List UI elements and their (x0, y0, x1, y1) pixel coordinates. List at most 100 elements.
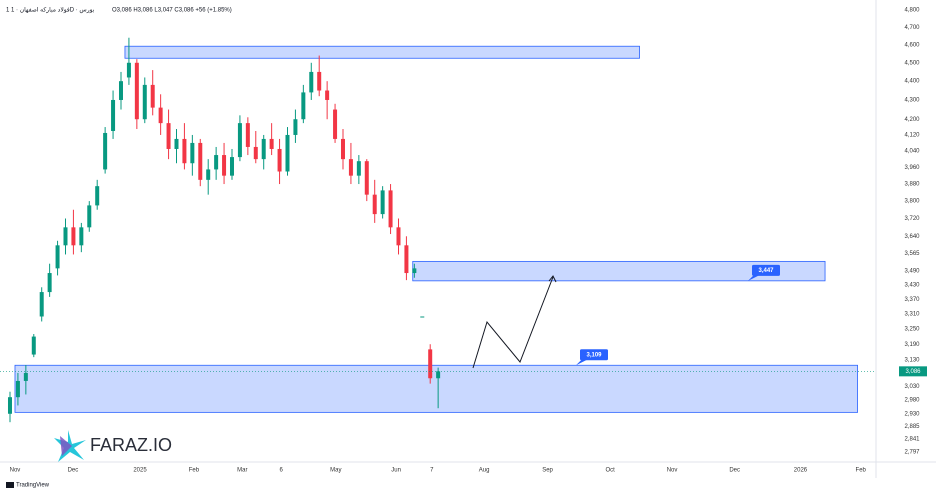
candle-body (285, 134, 290, 172)
projection-arrowhead (548, 275, 557, 283)
x-tick-label: Nov (10, 468, 21, 474)
zone-label: 3,447 (758, 268, 774, 274)
y-tick-label: 3,800 (904, 199, 920, 205)
y-tick-label: 3,430 (904, 282, 920, 288)
candle-body (229, 157, 234, 176)
y-tick-label: 4,600 (904, 42, 920, 48)
zone-label-box (580, 349, 608, 361)
y-tick-label: 4,120 (904, 133, 920, 139)
y-tick-label: 2,797 (904, 449, 920, 455)
y-tick-label: 4,400 (904, 79, 920, 85)
candle-body (63, 227, 68, 246)
candle-body (39, 292, 44, 317)
y-tick-label: 3,250 (904, 327, 920, 333)
candle-body (253, 146, 258, 160)
last-price-label: 3,086 (905, 369, 921, 375)
logo-icon (54, 430, 86, 462)
candle-body (348, 159, 353, 176)
y-tick-label: 3,490 (904, 268, 920, 274)
x-tick-label: Aug (479, 468, 490, 474)
candle-body (95, 186, 100, 206)
x-tick-label: 2026 (794, 468, 808, 474)
candle-body (380, 190, 385, 215)
candle-body (23, 372, 28, 381)
y-tick-label: 3,130 (904, 357, 920, 363)
candle-body (198, 142, 203, 180)
y-tick-label: 2,930 (904, 411, 920, 417)
candle-body (388, 190, 393, 228)
x-tick-label: Sep (542, 468, 553, 474)
candle-body (412, 268, 417, 274)
candle-body (158, 107, 163, 124)
footer: TradingView (16, 483, 50, 489)
candle-body (118, 81, 123, 100)
candle-body (166, 123, 171, 149)
candle-body (150, 84, 155, 108)
candle-body (206, 169, 211, 180)
zone (124, 45, 640, 59)
x-tick-label: Dec (729, 468, 740, 474)
candle-body (356, 161, 361, 176)
candle-body (396, 227, 401, 246)
candle-body (190, 142, 195, 164)
y-tick-label: 3,030 (904, 384, 920, 390)
candle-body (126, 62, 131, 78)
candle-body (301, 92, 306, 120)
zone-label-box (752, 264, 780, 276)
tv-icon (6, 482, 14, 488)
y-tick-label: 3,960 (904, 165, 920, 171)
x-tick-label: 2025 (133, 468, 147, 474)
candle-body (269, 138, 274, 149)
y-tick-label: 3,565 (904, 251, 920, 257)
candle-body (87, 205, 92, 228)
y-tick-label: 3,720 (904, 216, 920, 222)
axes: 4,800 4,700 4,600 4,500 4,400 4,300 4,200 4,120… (0, 8, 927, 474)
zone-label-pointer (748, 274, 760, 281)
candle-body (309, 71, 314, 93)
projection-path (472, 276, 554, 369)
zones: 3,447 3,109 (14, 45, 858, 413)
candle-body (7, 397, 12, 414)
y-tick-label: 2,841 (904, 437, 920, 443)
candle-body (214, 155, 219, 170)
x-tick-label: 6 (279, 468, 283, 474)
candle-body (340, 138, 345, 160)
y-tick-label: 4,700 (904, 25, 920, 31)
x-tick-label: May (330, 468, 341, 474)
candle-body (222, 155, 227, 176)
candle-body (182, 138, 187, 164)
y-tick-label: 2,885 (904, 424, 920, 430)
y-tick-label: 3,640 (904, 234, 920, 240)
y-tick-label: 4,800 (904, 8, 920, 14)
ohlc-summary: O3,086 H3,086 L3,047 C3,086 +56 (+1.85%) (112, 8, 232, 14)
candle-body (47, 273, 52, 293)
candle-body (404, 245, 409, 274)
candle-body (142, 84, 147, 120)
candle-body (237, 123, 242, 158)
candle-body (111, 99, 116, 131)
x-tick-label: Mar (237, 468, 247, 474)
candle-body (420, 316, 425, 318)
candle-body (436, 371, 441, 379)
candle-body (79, 227, 84, 246)
candle-body (174, 138, 179, 149)
x-tick-label: Nov (667, 468, 678, 474)
candle-body (245, 123, 250, 147)
candle-body (293, 119, 298, 135)
candle-body (31, 336, 36, 355)
y-tick-label: 3,190 (904, 342, 920, 348)
x-tick-label: Feb (189, 468, 200, 474)
x-tick-label: Jun (391, 468, 401, 474)
candle-body (428, 349, 433, 379)
candle-body (325, 90, 330, 100)
candle-body (15, 380, 20, 398)
candle-body (277, 148, 282, 172)
zone-label: 3,109 (586, 352, 602, 358)
zone-label-pointer (576, 359, 588, 366)
candle-body (333, 109, 338, 139)
y-tick-label: 3,880 (904, 182, 920, 188)
candle-body (372, 194, 377, 215)
